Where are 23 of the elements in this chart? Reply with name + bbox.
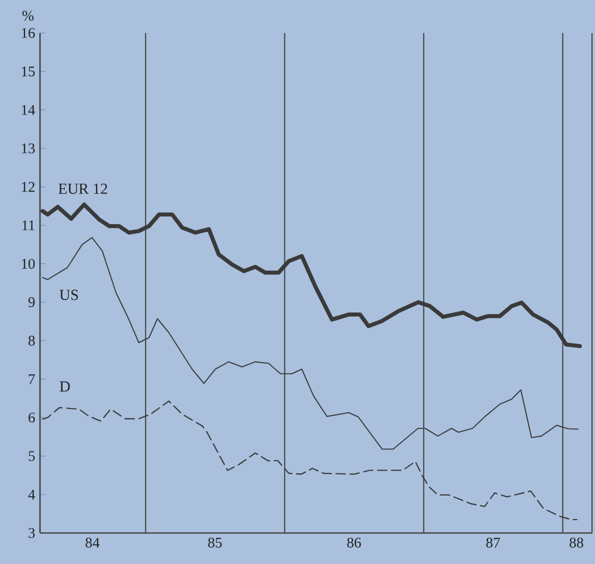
y-tick-label: 13 xyxy=(22,143,35,154)
y-tick-label: 12 xyxy=(22,182,34,192)
y-tick-label: 15 xyxy=(22,66,35,76)
x-tick-label: 88 xyxy=(570,538,584,548)
y-tick-label: 16 xyxy=(22,28,35,38)
x-tick-label: 86 xyxy=(347,538,361,548)
series-label: US xyxy=(60,290,78,300)
y-tick-label: 10 xyxy=(22,258,35,269)
y-tick-label: 4 xyxy=(28,490,36,500)
y-tick-label: 5 xyxy=(28,451,35,461)
y-tick-label: 7 xyxy=(28,374,35,384)
y-tick-label: 3 xyxy=(28,528,35,538)
y-tick-label: 6 xyxy=(28,412,35,423)
x-tick-label: 85 xyxy=(208,538,222,548)
y-tick-label: 14 xyxy=(22,105,36,115)
y-axis-title: % xyxy=(22,10,34,21)
y-tick-label: 9 xyxy=(28,297,35,308)
y-tick-label: 8 xyxy=(28,336,35,346)
x-tick-label: 84 xyxy=(86,538,100,548)
series-label: EUR 12 xyxy=(58,184,108,194)
y-tick-label: 11 xyxy=(22,220,34,230)
x-tick-label: 87 xyxy=(486,538,500,548)
series-label: D xyxy=(60,381,70,392)
